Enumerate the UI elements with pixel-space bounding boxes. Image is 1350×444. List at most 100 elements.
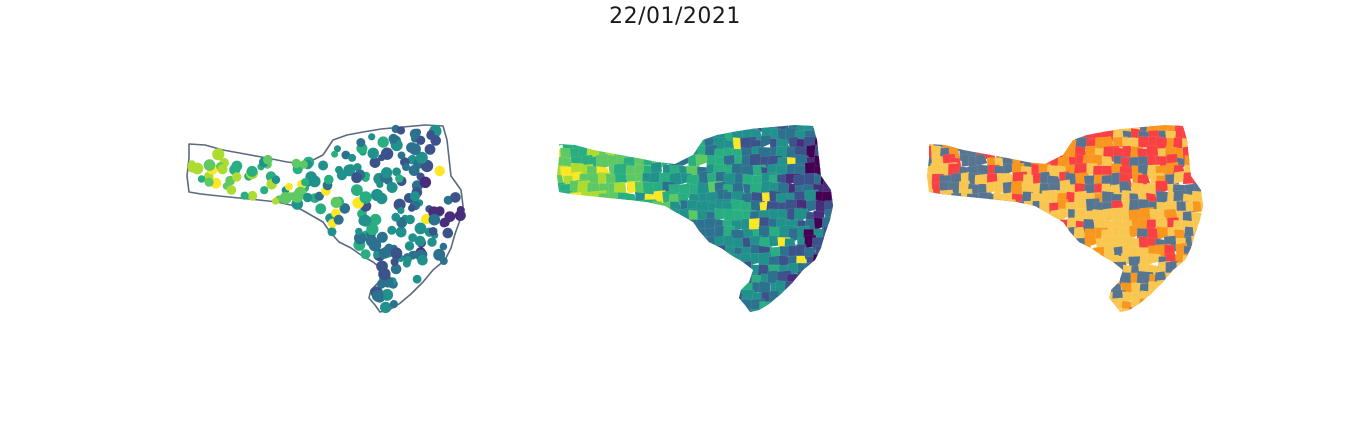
municipality-area <box>779 317 794 330</box>
municipality-area <box>832 125 833 137</box>
municipality-point <box>359 214 372 227</box>
municipality-area <box>1158 308 1171 312</box>
municipality-area <box>832 228 833 244</box>
municipality-area <box>660 218 679 236</box>
municipality-area <box>1030 127 1049 145</box>
municipality-area <box>1095 318 1111 331</box>
municipality-area <box>1199 199 1203 213</box>
municipality-area <box>927 235 936 250</box>
municipality-area <box>1002 227 1019 243</box>
municipality-area <box>1065 255 1084 269</box>
municipality-area <box>653 245 666 259</box>
municipality-area <box>830 166 833 182</box>
municipality-area <box>1194 306 1203 312</box>
municipality-area <box>813 125 828 132</box>
municipality-area <box>661 236 675 249</box>
municipality-area <box>1202 227 1203 244</box>
municipality-area <box>832 157 833 174</box>
municipality-area <box>557 192 565 210</box>
municipality-area <box>832 254 833 272</box>
municipality-area <box>568 292 584 310</box>
municipality-area <box>1021 307 1035 312</box>
municipality-area <box>1076 262 1091 279</box>
municipality-area <box>759 301 777 312</box>
municipality-area <box>560 218 575 232</box>
municipality-area <box>1021 216 1038 234</box>
municipality-area <box>732 309 748 312</box>
municipality-area <box>1004 138 1018 153</box>
municipality-area <box>1040 263 1055 278</box>
municipality-area <box>995 296 1010 312</box>
map-choropleth <box>557 125 833 330</box>
municipality-area <box>578 263 596 283</box>
municipality-point <box>404 241 415 251</box>
municipality-point <box>285 182 293 191</box>
municipality-area <box>951 235 966 251</box>
municipality-area <box>1057 234 1070 250</box>
municipality-point <box>367 147 379 159</box>
municipality-area <box>783 280 798 298</box>
municipality-area <box>985 272 999 286</box>
municipality-area <box>557 296 566 312</box>
municipality-area <box>1202 235 1203 252</box>
municipality-area <box>1194 289 1203 308</box>
municipality-area <box>560 125 574 142</box>
municipality-area <box>822 164 833 180</box>
municipality-area <box>557 272 566 289</box>
municipality-area <box>679 125 695 133</box>
municipality-area <box>976 272 994 286</box>
municipality-area <box>557 282 569 295</box>
municipality-point <box>397 151 406 160</box>
municipality-point <box>381 289 394 301</box>
municipality-area <box>739 260 752 277</box>
municipality-area <box>608 244 626 262</box>
municipality-area <box>986 126 1003 145</box>
municipality-area <box>1085 308 1103 312</box>
municipality-area <box>1199 146 1203 163</box>
municipality-area <box>651 263 665 276</box>
municipality-area <box>1175 289 1192 307</box>
municipality-area <box>561 282 580 295</box>
municipality-area <box>1174 269 1189 283</box>
municipality-area <box>606 301 622 312</box>
municipality-area <box>685 264 704 279</box>
municipality-area <box>785 291 803 306</box>
municipality-area <box>643 137 658 153</box>
municipality-area <box>812 253 829 269</box>
municipality-point <box>395 226 407 238</box>
municipality-area <box>994 136 1006 153</box>
municipality-area <box>977 290 995 309</box>
municipality-area <box>815 125 833 144</box>
municipality-area <box>927 209 937 223</box>
municipality-area <box>1104 125 1117 132</box>
municipality-area <box>570 216 585 235</box>
municipality-point <box>348 153 357 162</box>
municipality-area <box>942 272 957 287</box>
municipality-area <box>964 200 984 217</box>
municipality-area <box>794 281 811 296</box>
municipality-area <box>722 273 740 289</box>
municipality-area <box>1029 246 1046 260</box>
municipality-area <box>930 218 946 233</box>
municipality-area <box>1184 316 1200 330</box>
municipality-area <box>670 274 686 288</box>
municipality-area <box>1201 300 1203 312</box>
municipality-area <box>968 319 985 330</box>
municipality-area <box>1009 242 1027 260</box>
municipality-area <box>1037 273 1055 289</box>
municipality-area <box>1011 255 1029 270</box>
municipality-area <box>615 254 630 271</box>
municipality-area <box>1084 252 1103 268</box>
municipality-area <box>1077 280 1093 294</box>
municipality-area <box>678 244 692 260</box>
municipality-area <box>1048 256 1064 271</box>
municipality-area <box>1031 218 1049 232</box>
municipality-area <box>632 218 650 234</box>
municipality-area <box>1004 292 1020 306</box>
municipality-area <box>595 289 611 302</box>
municipality-area <box>958 272 973 289</box>
municipality-point <box>409 128 421 140</box>
municipality-area <box>1139 308 1152 312</box>
municipality-point <box>315 203 327 215</box>
municipality-point <box>409 191 420 202</box>
